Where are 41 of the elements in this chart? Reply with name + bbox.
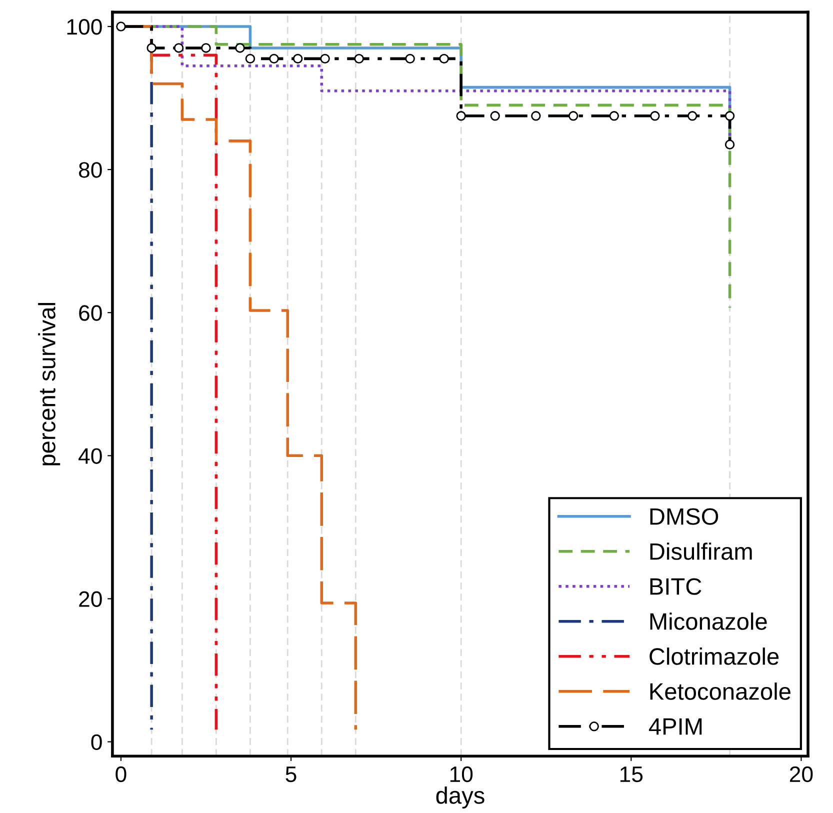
point (405, 54, 415, 64)
legend-label: BITC (650, 578, 702, 595)
point (650, 111, 660, 121)
point (724, 140, 735, 150)
point (146, 43, 156, 53)
x-axis-title: days (436, 786, 484, 809)
point (490, 111, 500, 121)
point (116, 22, 126, 32)
y-tick-label: 20 (79, 591, 102, 607)
legend-label: Miconazole (650, 612, 767, 630)
x-tick-label: 10 (450, 766, 473, 782)
point (201, 43, 211, 53)
y-tick-label: 60 (79, 305, 102, 321)
x-tick-label: 0 (116, 766, 126, 782)
point (724, 111, 735, 121)
point (245, 54, 256, 64)
point (609, 111, 619, 121)
x-tick-label: 15 (620, 766, 643, 782)
legend-label: Ketoconazole (650, 682, 790, 700)
point (269, 54, 279, 64)
y-tick-label: 100 (67, 19, 102, 35)
y-tick-label: 40 (78, 448, 102, 464)
point (456, 111, 466, 121)
point (235, 43, 245, 53)
x-tick-label: 20 (790, 766, 813, 782)
y-axis-title: percent survival (38, 303, 60, 466)
point (292, 54, 303, 64)
point (320, 54, 330, 64)
point (354, 54, 364, 64)
point (688, 111, 698, 121)
point (531, 111, 541, 121)
y-tick-label: 80 (78, 162, 102, 178)
y-tick-label: 0 (91, 734, 102, 750)
legend-label: Disulfiram (650, 542, 752, 560)
legend-label: 4PIM (648, 718, 702, 735)
point (439, 54, 449, 64)
legend-label: Clotrimazole (650, 648, 779, 665)
legend-label: DMSO (650, 508, 718, 525)
point (174, 43, 184, 53)
x-tick-label: 5 (286, 766, 296, 782)
point (568, 111, 578, 121)
